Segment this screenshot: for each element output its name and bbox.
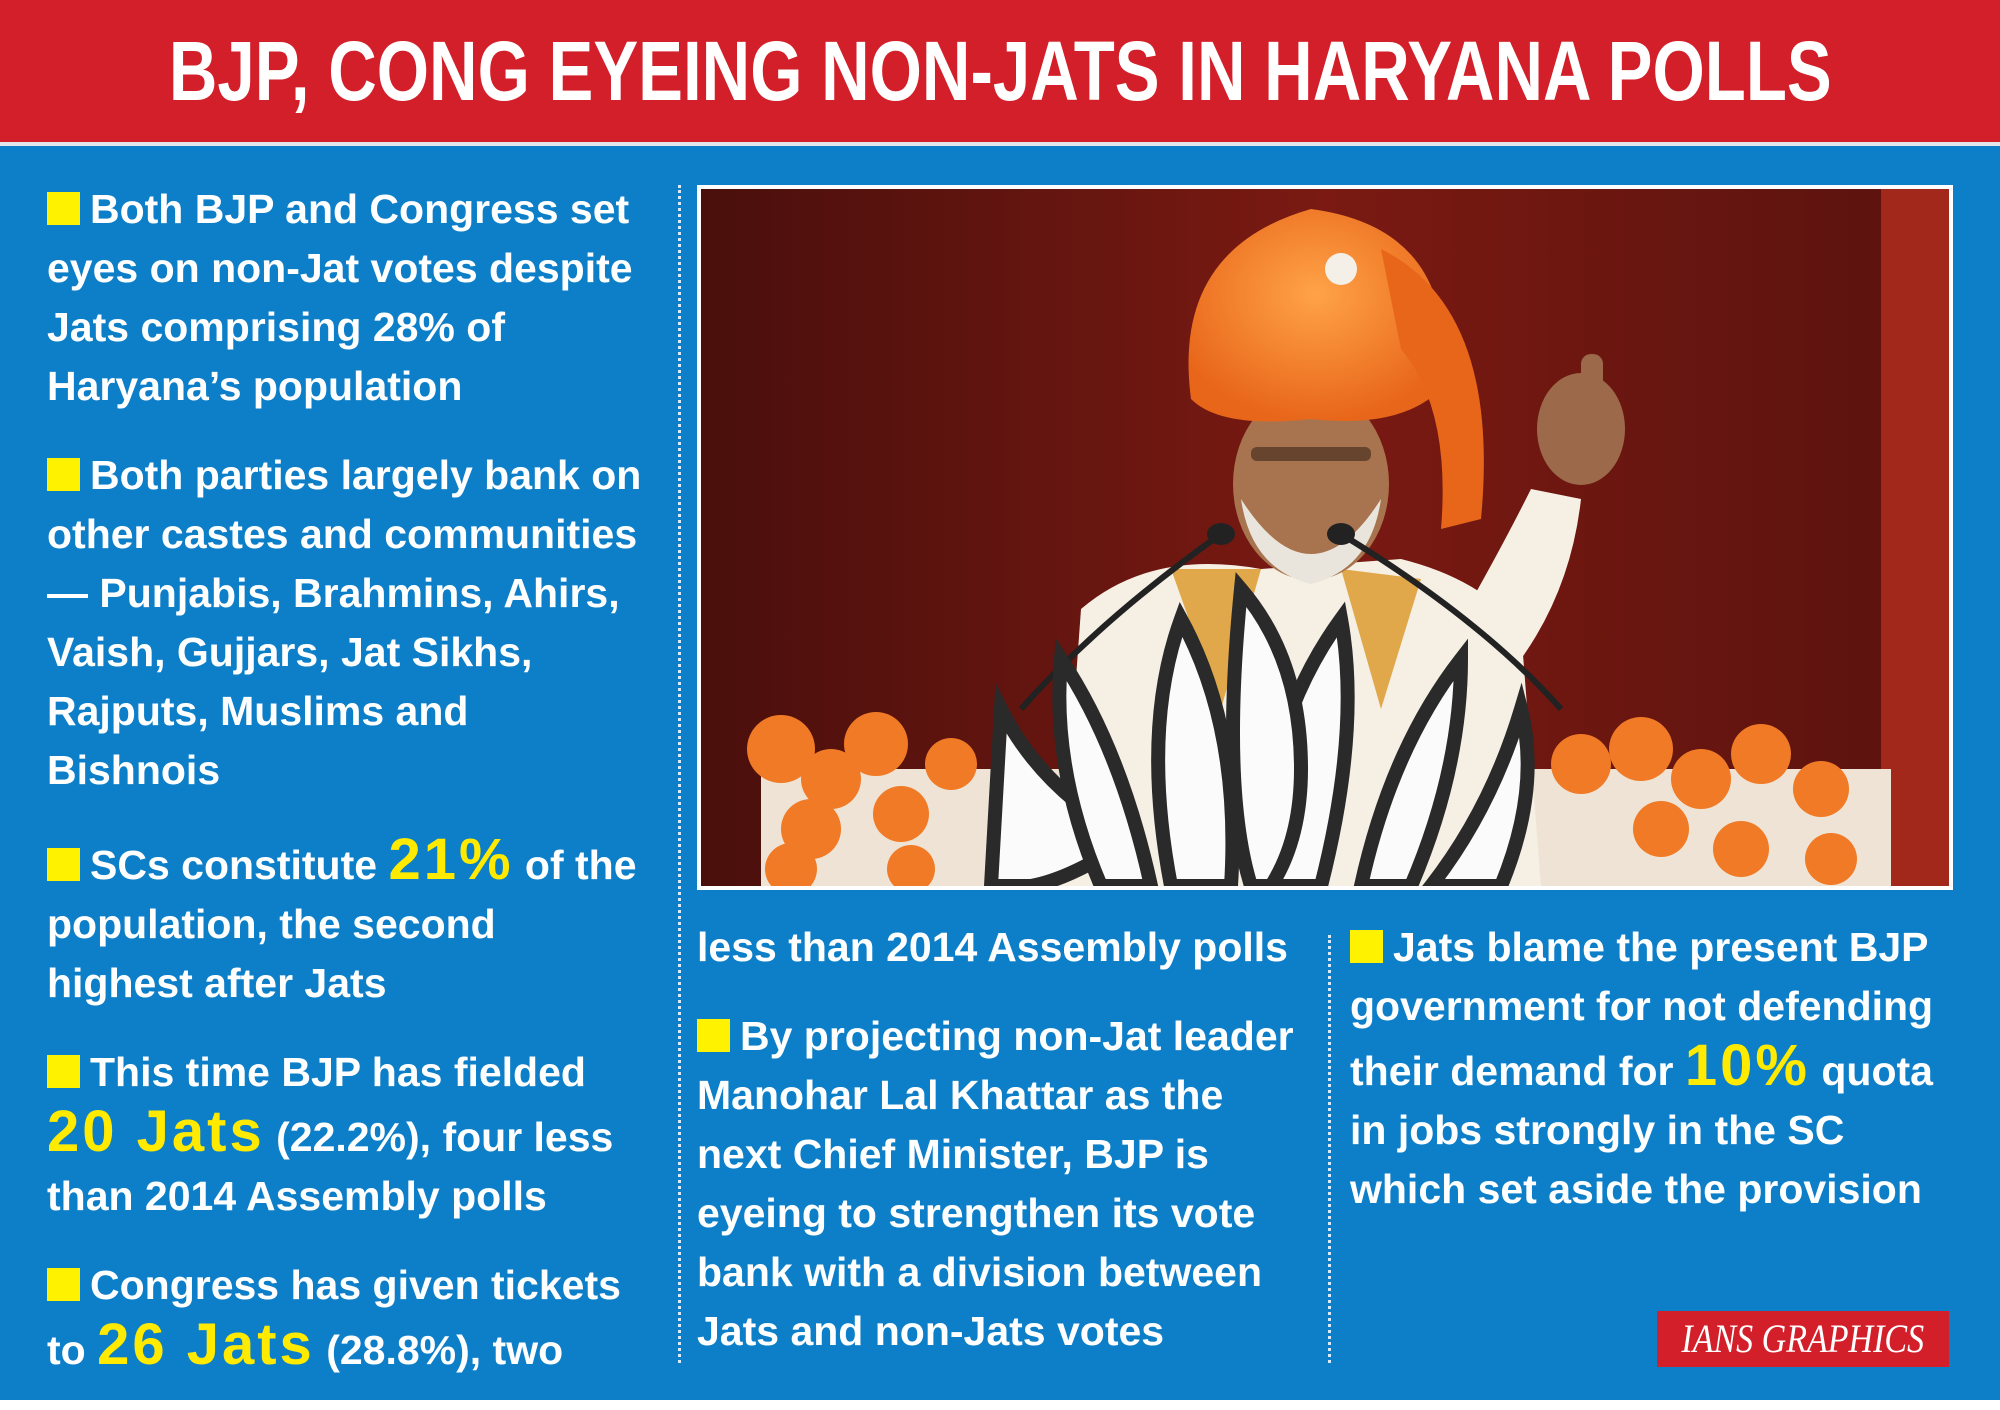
highlight-figure: 20 Jats bbox=[47, 1099, 265, 1164]
bullet-paragraph-5: Congress has given tickets to 26 Jats (2… bbox=[47, 1262, 621, 1377]
headline: BJP, CONG EYEING NON-JATS IN HARYANA POL… bbox=[168, 23, 1832, 118]
square-bullet-icon bbox=[47, 848, 80, 881]
square-bullet-icon bbox=[47, 458, 80, 491]
rally-photo bbox=[697, 185, 1953, 890]
square-bullet-icon bbox=[1350, 930, 1383, 963]
square-bullet-icon bbox=[47, 1268, 80, 1301]
column-right: Jats blame the present BJP government fo… bbox=[1350, 918, 1940, 1249]
bullet-paragraph-6: By projecting non-Jat leader Manohar Lal… bbox=[697, 1013, 1294, 1354]
column-divider bbox=[1328, 935, 1331, 1363]
column-divider bbox=[678, 185, 681, 1363]
credit-label: IANS GRAPHICS bbox=[1657, 1311, 1949, 1367]
column-left: Both BJP and Congress set eyes on non-Ja… bbox=[47, 180, 647, 1410]
bullet-paragraph-2: Both parties largely bank on other caste… bbox=[47, 452, 642, 793]
column-middle: less than 2014 Assembly polls By project… bbox=[697, 918, 1317, 1391]
bullet-paragraph-7: Jats blame the present BJP government fo… bbox=[1350, 924, 1934, 1212]
bullet-paragraph-1: Both BJP and Congress set eyes on non-Ja… bbox=[47, 186, 633, 409]
square-bullet-icon bbox=[697, 1019, 730, 1052]
square-bullet-icon bbox=[47, 192, 80, 225]
continuation-text: less than 2014 Assembly polls bbox=[697, 924, 1288, 970]
highlight-figure: 10% bbox=[1684, 1033, 1810, 1098]
highlight-figure: 26 Jats bbox=[97, 1312, 315, 1377]
highlight-figure: 21% bbox=[388, 827, 514, 892]
bullet-paragraph-3: SCs constitute 21% of the population, th… bbox=[47, 827, 637, 1006]
square-bullet-icon bbox=[47, 1055, 80, 1088]
header-banner: BJP, CONG EYEING NON-JATS IN HARYANA POL… bbox=[0, 0, 2000, 146]
speaker-at-rally-photo-icon bbox=[701, 189, 1949, 886]
bullet-paragraph-4: This time BJP has fielded 20 Jats (22.2%… bbox=[47, 1049, 614, 1219]
